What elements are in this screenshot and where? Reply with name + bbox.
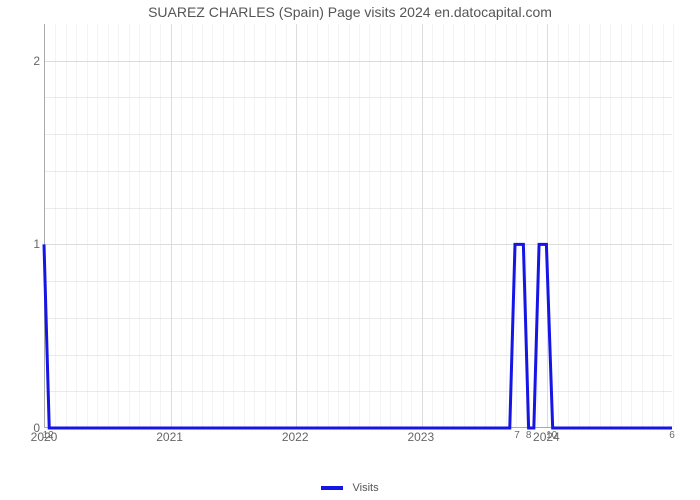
- value-label: 8: [526, 430, 532, 441]
- value-label: 7: [514, 430, 520, 441]
- chart-container: SUAREZ CHARLES (Spain) Page visits 2024 …: [0, 0, 700, 500]
- visits-line: [44, 244, 672, 428]
- y-tick-label: 1: [24, 237, 40, 251]
- x-tick-label: 2022: [282, 430, 309, 444]
- y-tick-label: 2: [24, 54, 40, 68]
- x-tick-label: 2021: [156, 430, 183, 444]
- legend-label: Visits: [352, 482, 378, 494]
- value-label: 12: [43, 430, 54, 441]
- chart-title: SUAREZ CHARLES (Spain) Page visits 2024 …: [0, 4, 700, 20]
- x-tick-label: 2023: [407, 430, 434, 444]
- value-label: 6: [669, 430, 675, 441]
- value-label: 10: [546, 430, 557, 441]
- legend-swatch: [321, 486, 343, 490]
- legend: Visits: [0, 482, 700, 494]
- line-series: [44, 24, 672, 428]
- gridline-v-minor: [673, 24, 674, 427]
